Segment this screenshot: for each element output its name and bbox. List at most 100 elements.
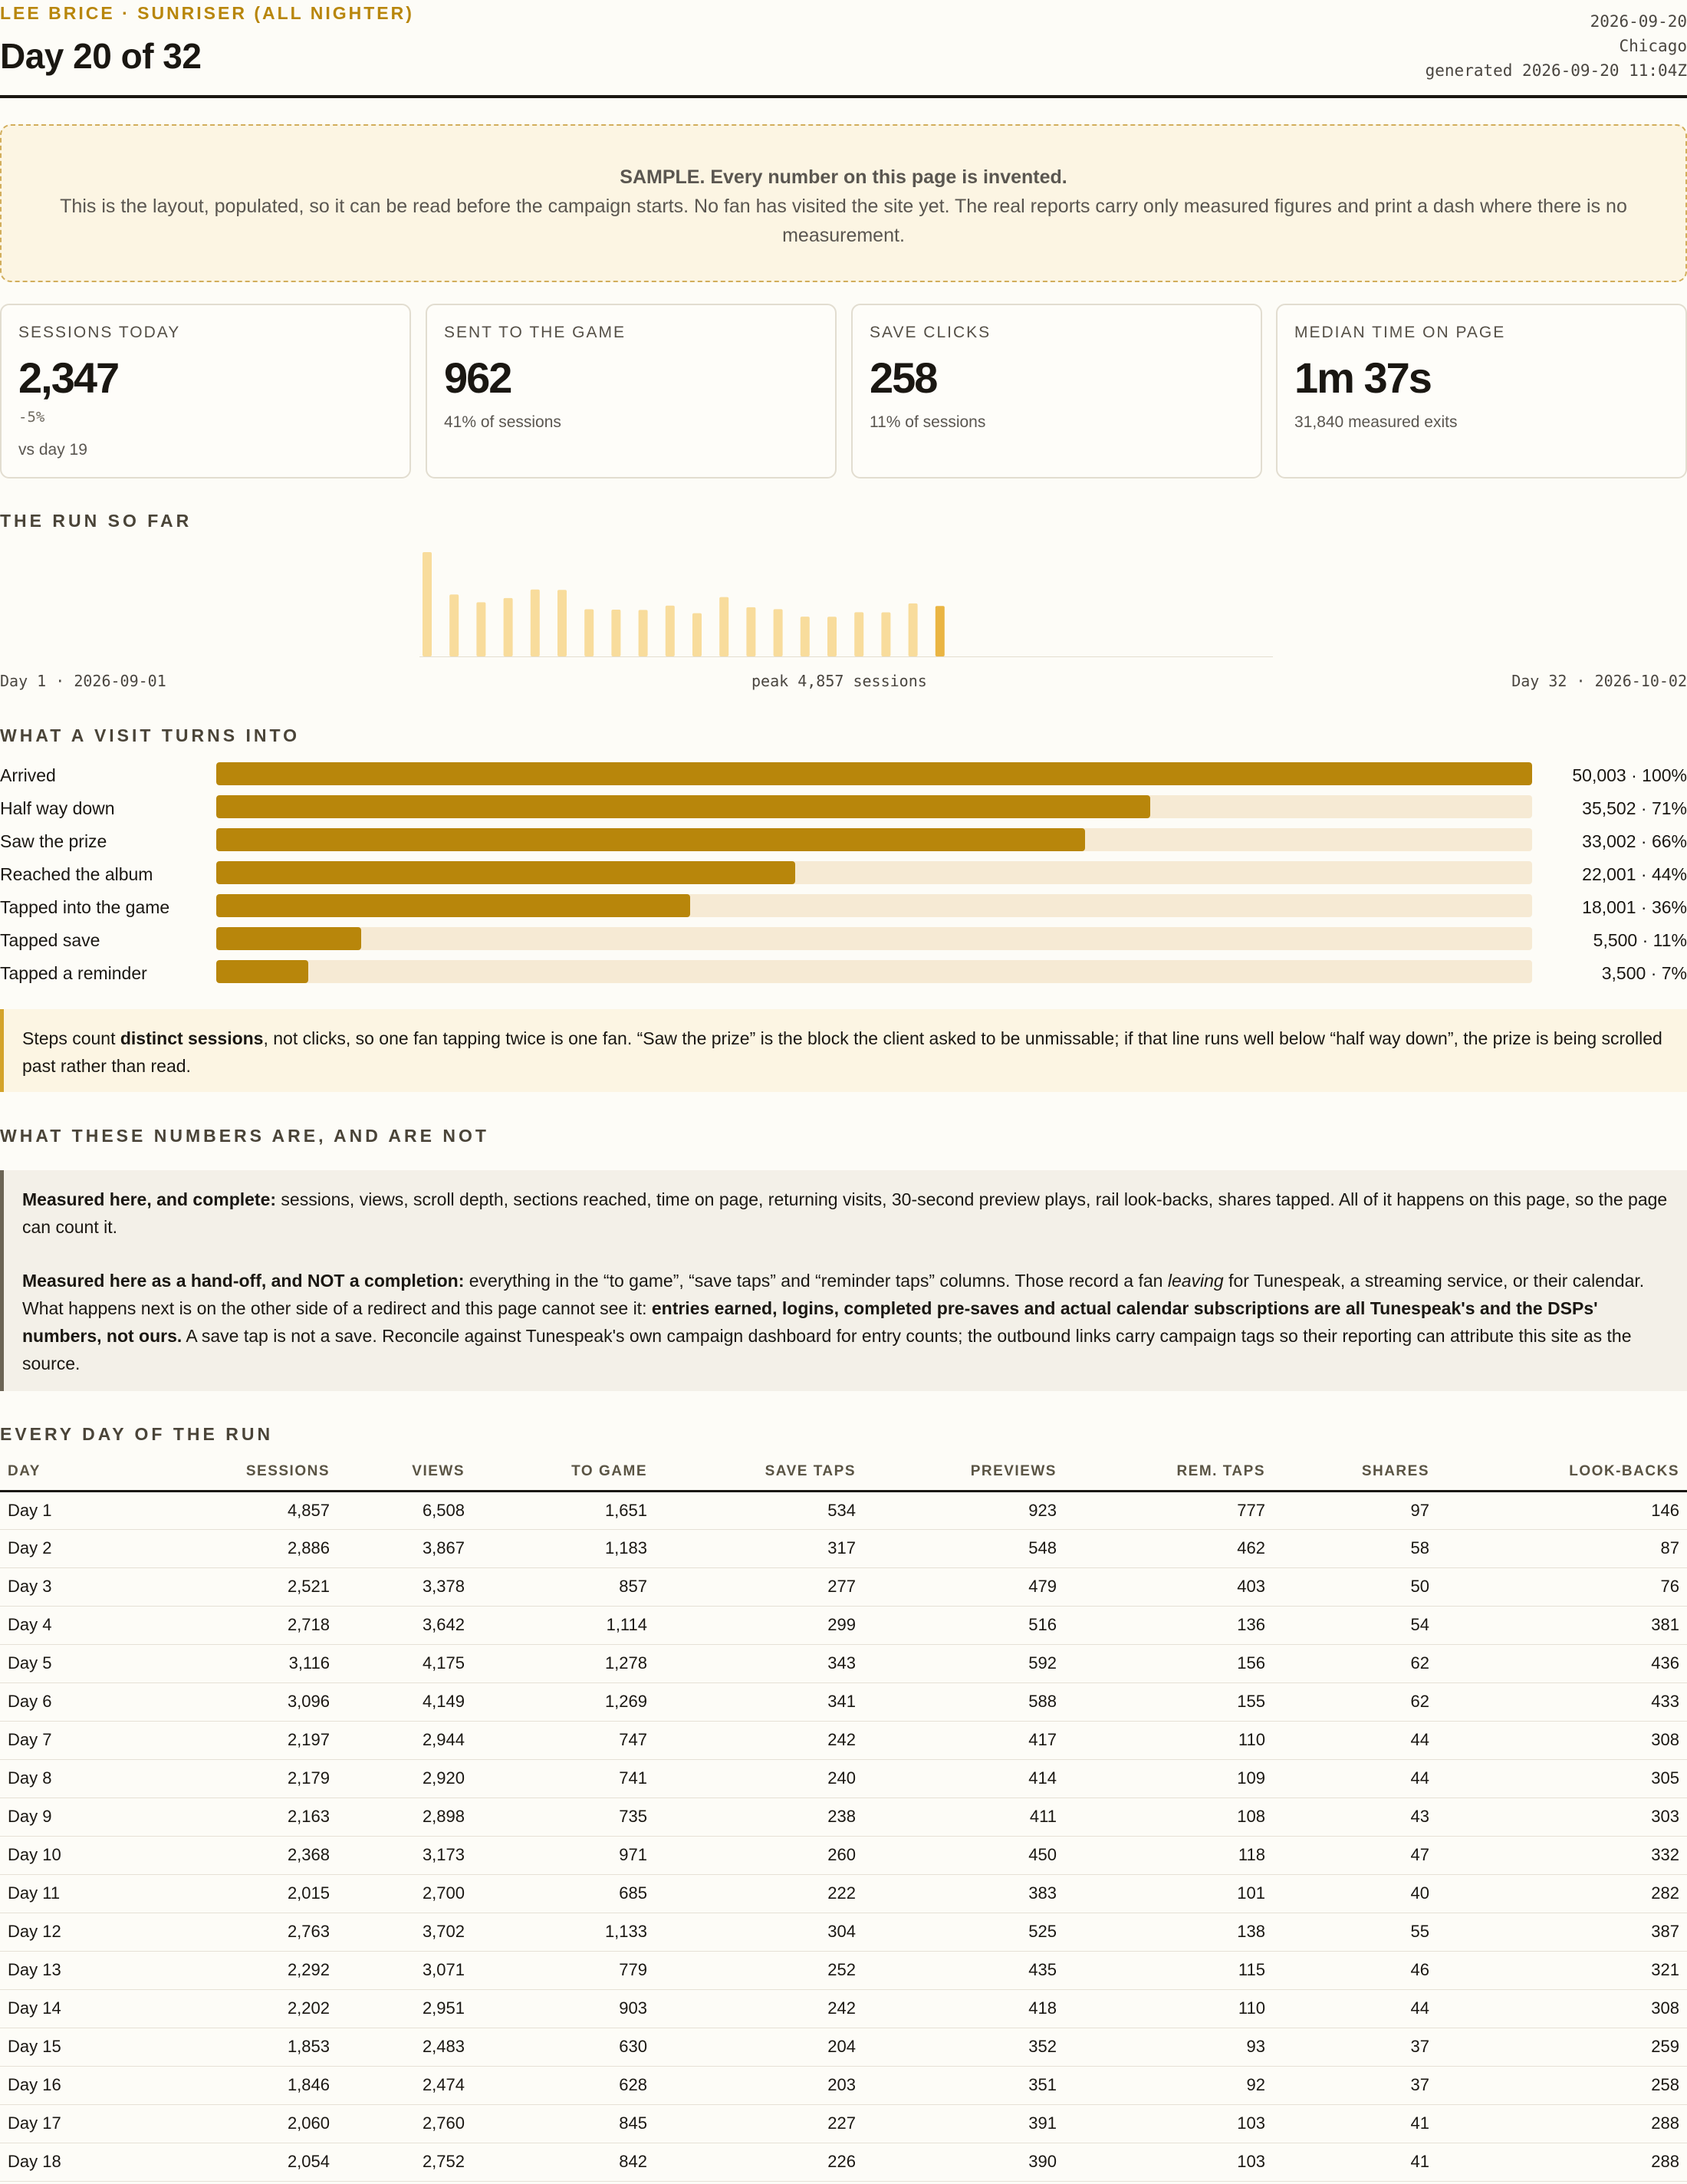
value-cell: 2,920 — [337, 1759, 472, 1798]
funnel-track — [216, 861, 1532, 884]
funnel-row: Tapped save 5,500 · 11% — [0, 926, 1687, 959]
kpi-row: SESSIONS TODAY 2,347 -5% vs day 19 SENT … — [0, 304, 1687, 479]
col-day[interactable]: DAY — [0, 1454, 153, 1492]
col-shares[interactable]: SHARES — [1273, 1454, 1437, 1492]
day-cell: Day 18 — [0, 2143, 153, 2182]
col-previews[interactable]: PREVIEWS — [863, 1454, 1064, 1492]
run-bar-day-13 — [746, 607, 756, 656]
run-bar-day-15 — [800, 617, 810, 656]
run-bar-day-9 — [638, 610, 648, 656]
value-cell: 50 — [1273, 1567, 1437, 1607]
value-cell: 341 — [655, 1682, 863, 1722]
value-cell: 303 — [1437, 1798, 1687, 1837]
value-cell: 54 — [1273, 1606, 1437, 1645]
kpi-card-save-clicks: SAVE CLICKS 258 11% of sessions — [851, 304, 1262, 479]
value-cell: 332 — [1437, 1836, 1687, 1875]
value-cell: 110 — [1064, 1989, 1273, 2028]
sample-banner: SAMPLE. Every number on this page is inv… — [0, 124, 1687, 282]
table-row: Day 12 2,763 3,702 1,133 304 525 138 55 387 — [0, 1913, 1687, 1952]
col-save-taps[interactable]: SAVE TAPS — [655, 1454, 863, 1492]
value-cell: 414 — [863, 1759, 1064, 1798]
funnel-bar — [216, 795, 1151, 818]
numbers-heading: WHAT THESE NUMBERS ARE, AND ARE NOT — [0, 1126, 489, 1146]
value-cell: 44 — [1273, 1759, 1437, 1798]
value-cell: 525 — [863, 1913, 1064, 1952]
col-views[interactable]: VIEWS — [337, 1454, 472, 1492]
value-cell: 777 — [1064, 1491, 1273, 1530]
funnel-bar — [216, 894, 690, 917]
value-cell: 37 — [1273, 2066, 1437, 2105]
value-cell: 37 — [1273, 2028, 1437, 2067]
value-cell: 351 — [863, 2066, 1064, 2105]
col-sessions[interactable]: SESSIONS — [153, 1454, 337, 1492]
funnel-row: Saw the prize 33,002 · 66% — [0, 827, 1687, 860]
value-cell: 155 — [1064, 1682, 1273, 1722]
funnel-step-value: 3,500 · 7% — [1601, 963, 1687, 983]
value-cell: 592 — [863, 1644, 1064, 1683]
kpi-sub: vs day 19 — [18, 441, 87, 459]
value-cell: 282 — [1437, 1874, 1687, 1913]
value-cell: 3,867 — [337, 1529, 472, 1568]
value-cell: 2,197 — [153, 1721, 337, 1760]
value-cell: 462 — [1064, 1529, 1273, 1568]
kpi-card-sent-to-game: SENT TO THE GAME 962 41% of sessions — [426, 304, 837, 479]
value-cell: 741 — [472, 1759, 655, 1798]
funnel-step-label: Saw the prize — [0, 831, 107, 851]
value-cell: 47 — [1273, 1836, 1437, 1875]
kpi-sub: 41% of sessions — [444, 413, 561, 431]
value-cell: 259 — [1437, 2028, 1687, 2067]
value-cell: 146 — [1437, 1491, 1687, 1530]
run-bar-day-16 — [827, 617, 837, 656]
table-row: Day 14 2,202 2,951 903 242 418 110 44 308 — [0, 1989, 1687, 2028]
value-cell: 44 — [1273, 1989, 1437, 2028]
value-cell: 3,096 — [153, 1682, 337, 1722]
day-cell: Day 9 — [0, 1798, 153, 1837]
sample-banner-title: SAMPLE. Every number on this page is inv… — [620, 166, 1067, 188]
run-bar-chart — [419, 552, 1273, 657]
funnel-note-text: , not clicks, so one fan tapping twice i… — [22, 1028, 1662, 1076]
day-cell: Day 12 — [0, 1913, 153, 1952]
run-bar-day-20 — [935, 606, 945, 656]
col-look-backs[interactable]: LOOK-BACKS — [1437, 1454, 1687, 1492]
day-cell: Day 5 — [0, 1644, 153, 1683]
value-cell: 308 — [1437, 1721, 1687, 1760]
kpi-delta: -5% — [18, 409, 45, 426]
value-cell: 1,269 — [472, 1682, 655, 1722]
table-row: Day 8 2,179 2,920 741 240 414 109 44 305 — [0, 1759, 1687, 1798]
run-bar-day-8 — [611, 609, 621, 656]
day-cell: Day 4 — [0, 1606, 153, 1645]
daily-table: DAY SESSIONS VIEWS TO GAME SAVE TAPS PRE… — [0, 1454, 1687, 2182]
day-cell: Day 1 — [0, 1491, 153, 1530]
table-row: Day 17 2,060 2,760 845 227 391 103 41 288 — [0, 2104, 1687, 2143]
measured-handoff-emphasis: entries earned, logins, completed pre-sa… — [22, 1298, 1598, 1346]
funnel-row: Arrived 50,003 · 100% — [0, 761, 1687, 794]
value-cell: 2,474 — [337, 2066, 472, 2105]
value-cell: 1,853 — [153, 2028, 337, 2067]
value-cell: 2,944 — [337, 1721, 472, 1760]
value-cell: 103 — [1064, 2143, 1273, 2182]
value-cell: 857 — [472, 1567, 655, 1607]
value-cell: 252 — [655, 1951, 863, 1990]
value-cell: 108 — [1064, 1798, 1273, 1837]
funnel-track — [216, 828, 1532, 851]
funnel-row: Tapped a reminder 3,500 · 7% — [0, 959, 1687, 992]
run-bar-day-5 — [530, 589, 540, 656]
value-cell: 3,642 — [337, 1606, 472, 1645]
value-cell: 58 — [1273, 1529, 1437, 1568]
report-header: LEE BRICE · SUNRISER (ALL NIGHTER) Day 2… — [0, 0, 1687, 98]
col-to-game[interactable]: TO GAME — [472, 1454, 655, 1492]
value-cell: 2,521 — [153, 1567, 337, 1607]
value-cell: 4,175 — [337, 1644, 472, 1683]
value-cell: 46 — [1273, 1951, 1437, 1990]
day-cell: Day 17 — [0, 2104, 153, 2143]
table-row: Day 16 1,846 2,474 628 203 351 92 37 258 — [0, 2066, 1687, 2105]
col-rem-taps[interactable]: REM. TAPS — [1064, 1454, 1273, 1492]
value-cell: 115 — [1064, 1951, 1273, 1990]
value-cell: 516 — [863, 1606, 1064, 1645]
value-cell: 2,060 — [153, 2104, 337, 2143]
value-cell: 2,886 — [153, 1529, 337, 1568]
value-cell: 2,368 — [153, 1836, 337, 1875]
kpi-value: 258 — [870, 354, 938, 402]
kpi-label: MEDIAN TIME ON PAGE — [1294, 324, 1506, 341]
